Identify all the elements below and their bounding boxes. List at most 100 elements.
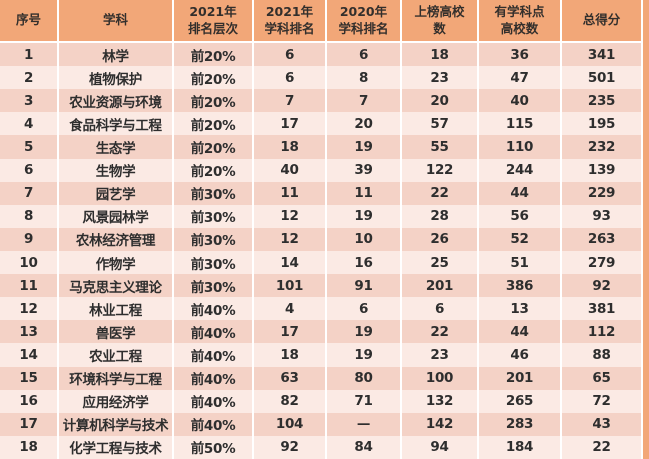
cell-offering-count: 265: [479, 389, 560, 413]
cell-listed-count: 100: [402, 366, 477, 390]
cell-no: 5: [0, 135, 57, 159]
cell-score: 93: [562, 204, 641, 228]
cell-rank-2021: 17: [254, 112, 325, 136]
cell-rank-2020: 84: [327, 435, 400, 459]
cell-listed-count: 122: [402, 158, 477, 182]
cell-offering-count: 201: [479, 366, 560, 390]
cell-no: 12: [0, 297, 57, 321]
cell-rank-2021: 101: [254, 274, 325, 298]
table-row: 9 农林经济管理 前30% 12 10 26 52 263: [0, 227, 649, 251]
table-row: 15 环境科学与工程 前40% 63 80 100 201 65: [0, 366, 649, 390]
cell-tier-2021: 前20%: [174, 112, 252, 136]
column-header-tier-2021: 2021年 排名层次: [174, 0, 252, 41]
cell-rank-2021: 6: [254, 66, 325, 90]
cell-offering-count: 184: [479, 435, 560, 459]
cell-score: 43: [562, 412, 641, 436]
cell-subject: 环境科学与工程: [59, 366, 172, 390]
table-body: 1 林学 前20% 6 6 18 36 341 2 植物保护 前20% 6 8 23 47 501 3 农业资源与…: [0, 43, 649, 459]
cell-tier-2021: 前40%: [174, 343, 252, 367]
cell-rank-2021: 14: [254, 250, 325, 275]
cell-tier-2021: 前40%: [174, 389, 252, 413]
cell-rank-2021: 12: [254, 227, 325, 251]
cell-no: 17: [0, 412, 57, 436]
cell-offering-count: 283: [479, 412, 560, 436]
table-row: 12 林业工程 前40% 4 6 6 13 381: [0, 297, 649, 321]
cell-tier-2021: 前20%: [174, 89, 252, 113]
cell-listed-count: 26: [402, 227, 477, 251]
cell-score: 341: [562, 43, 641, 67]
cell-offering-count: 36: [479, 43, 560, 67]
cell-rank-2020: 19: [327, 343, 400, 367]
cell-subject: 农林经济管理: [59, 227, 172, 251]
cell-tier-2021: 前20%: [174, 135, 252, 159]
cell-score: 195: [562, 112, 641, 136]
table-row: 11 马克思主义理论 前30% 101 91 201 386 92: [0, 274, 649, 298]
cell-rank-2020: 80: [327, 366, 400, 390]
cell-listed-count: 22: [402, 181, 477, 205]
cell-listed-count: 25: [402, 250, 477, 275]
cell-offering-count: 244: [479, 158, 560, 182]
cell-tier-2021: 前30%: [174, 181, 252, 205]
table-row: 3 农业资源与环境 前20% 7 7 20 40 235: [0, 89, 649, 113]
cell-listed-count: 20: [402, 89, 477, 113]
cell-listed-count: 23: [402, 343, 477, 367]
cell-no: 2: [0, 66, 57, 90]
table-row: 4 食品科学与工程 前20% 17 20 57 115 195: [0, 112, 649, 136]
cell-rank-2020: 71: [327, 389, 400, 413]
cell-no: 9: [0, 227, 57, 251]
cell-rank-2020: 91: [327, 274, 400, 298]
cell-rank-2020: 7: [327, 89, 400, 113]
table-row: 14 农业工程 前40% 18 19 23 46 88: [0, 343, 649, 367]
cell-offering-count: 51: [479, 250, 560, 275]
column-header-rank-2021: 2021年 学科排名: [254, 0, 325, 41]
cell-no: 7: [0, 181, 57, 205]
cell-offering-count: 52: [479, 227, 560, 251]
cell-score: 381: [562, 297, 641, 321]
cell-no: 3: [0, 89, 57, 113]
cell-listed-count: 23: [402, 66, 477, 90]
cell-subject: 化学工程与技术: [59, 435, 172, 459]
cell-rank-2020: 10: [327, 227, 400, 251]
cell-offering-count: 47: [479, 66, 560, 90]
cell-score: 65: [562, 366, 641, 390]
cell-rank-2021: 12: [254, 204, 325, 228]
cell-rank-2020: 8: [327, 66, 400, 90]
column-header-no: 序号: [0, 0, 57, 41]
column-header-offering-count: 有学科点 高校数: [479, 0, 560, 41]
cell-listed-count: 57: [402, 112, 477, 136]
cell-rank-2021: 17: [254, 320, 325, 344]
cell-listed-count: 22: [402, 320, 477, 344]
cell-offering-count: 115: [479, 112, 560, 136]
cell-rank-2020: 39: [327, 158, 400, 182]
cell-score: 232: [562, 135, 641, 159]
column-header-rank-2020: 2020年 学科排名: [327, 0, 400, 41]
cell-tier-2021: 前30%: [174, 227, 252, 251]
cell-no: 8: [0, 204, 57, 228]
cell-listed-count: 94: [402, 435, 477, 459]
cell-rank-2020: 6: [327, 297, 400, 321]
table-row: 6 生物学 前20% 40 39 122 244 139: [0, 158, 649, 182]
cell-subject: 农业资源与环境: [59, 89, 172, 113]
cell-subject: 植物保护: [59, 66, 172, 90]
cell-no: 11: [0, 274, 57, 298]
cell-offering-count: 46: [479, 343, 560, 367]
cell-no: 14: [0, 343, 57, 367]
cell-rank-2021: 18: [254, 343, 325, 367]
cell-rank-2021: 7: [254, 89, 325, 113]
cell-subject: 农业工程: [59, 343, 172, 367]
cell-subject: 应用经济学: [59, 389, 172, 413]
table-row: 5 生态学 前20% 18 19 55 110 232: [0, 135, 649, 159]
table-row: 18 化学工程与技术 前50% 92 84 94 184 22: [0, 435, 649, 459]
cell-score: 72: [562, 389, 641, 413]
cell-rank-2020: 19: [327, 135, 400, 159]
cell-tier-2021: 前30%: [174, 250, 252, 275]
cell-listed-count: 201: [402, 274, 477, 298]
cell-rank-2021: 82: [254, 389, 325, 413]
cell-no: 15: [0, 366, 57, 390]
cell-rank-2021: 6: [254, 43, 325, 67]
table-header-row: 序号 学科 2021年 排名层次 2021年 学科排名 2020年 学科排名 上榜高校 数…: [0, 0, 649, 41]
cell-tier-2021: 前30%: [174, 204, 252, 228]
cell-rank-2020: 6: [327, 43, 400, 67]
cell-score: 263: [562, 227, 641, 251]
cell-score: 92: [562, 274, 641, 298]
